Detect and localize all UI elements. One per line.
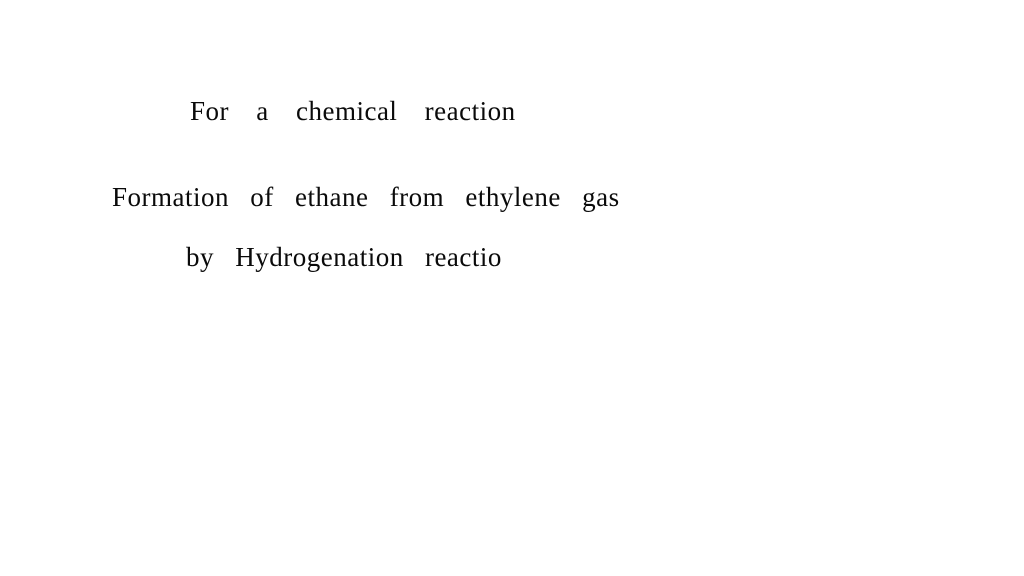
- note-line-3: by Hydrogenation reactio: [186, 242, 502, 273]
- note-line-2: Formation of ethane from ethylene gas: [112, 182, 620, 213]
- note-line-1: For a chemical reaction: [190, 96, 516, 127]
- handwritten-note: For a chemical reaction Formation of eth…: [0, 0, 1024, 576]
